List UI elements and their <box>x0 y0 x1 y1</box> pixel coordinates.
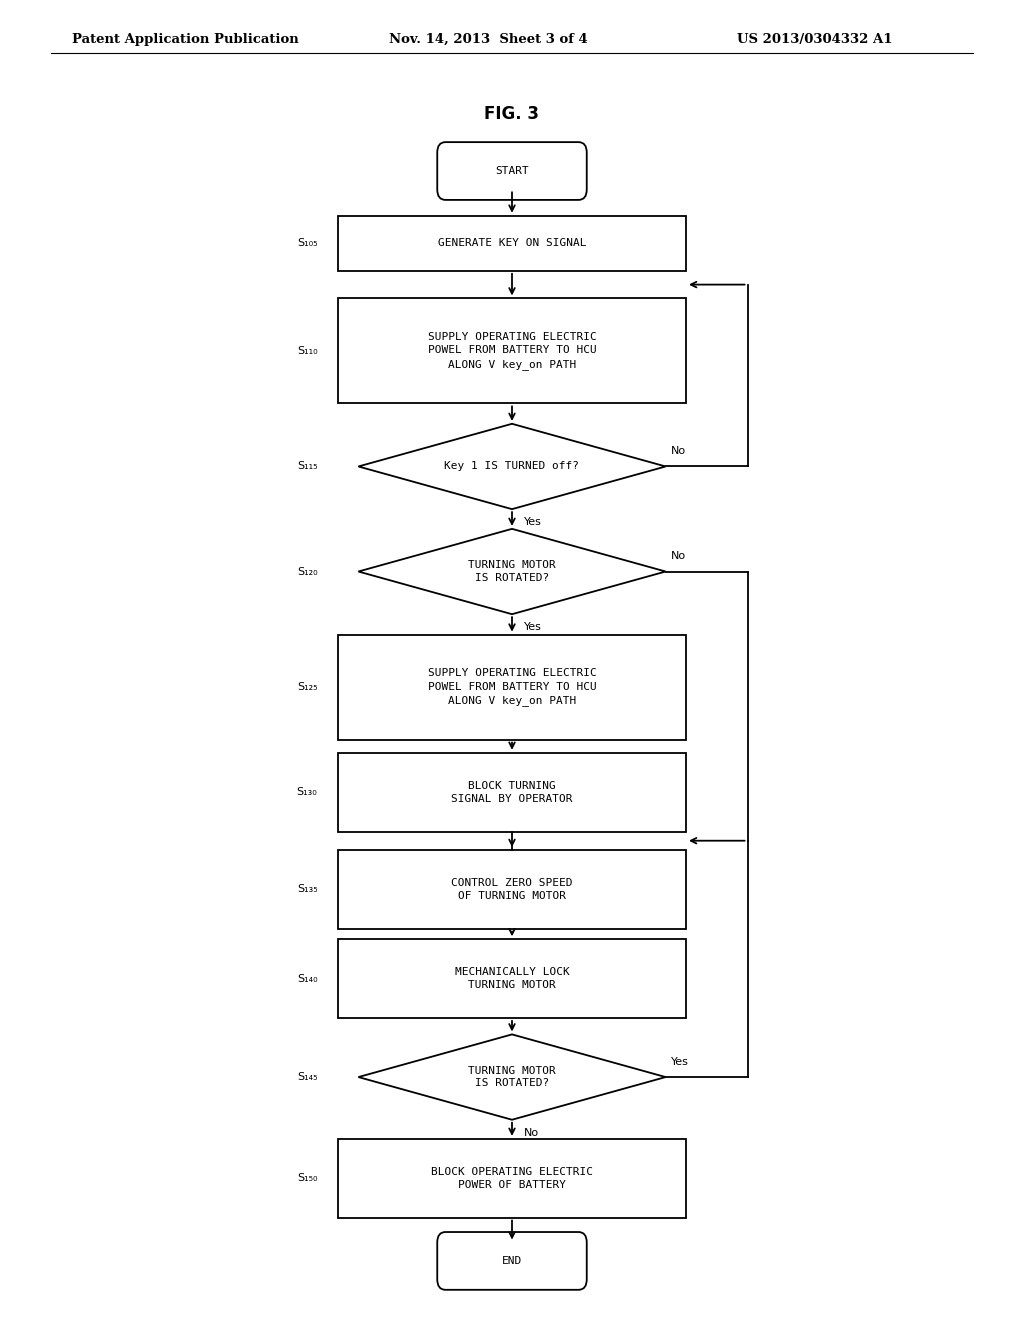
Text: GENERATE KEY ON SIGNAL: GENERATE KEY ON SIGNAL <box>437 238 587 248</box>
Text: S₁₂₅: S₁₂₅ <box>297 682 317 692</box>
Bar <box>338 298 686 404</box>
Polygon shape <box>358 424 666 510</box>
Bar <box>338 1139 686 1217</box>
Text: S₁₅₀: S₁₅₀ <box>297 1173 317 1183</box>
Bar <box>338 215 686 271</box>
Text: S₁₄₅: S₁₄₅ <box>297 1072 317 1082</box>
Text: S₁₁₅: S₁₁₅ <box>297 462 317 471</box>
Polygon shape <box>358 529 666 614</box>
Text: S₁₀₅: S₁₀₅ <box>297 238 317 248</box>
Text: END: END <box>502 1255 522 1266</box>
Text: US 2013/0304332 A1: US 2013/0304332 A1 <box>737 33 893 46</box>
Bar <box>338 940 686 1018</box>
Bar <box>338 635 686 739</box>
Bar <box>338 752 686 832</box>
Text: No: No <box>524 1127 540 1138</box>
Text: S₁₁₀: S₁₁₀ <box>297 346 317 356</box>
Text: S₁₃₀: S₁₃₀ <box>297 787 317 797</box>
Text: S₁₃₅: S₁₃₅ <box>297 884 317 894</box>
Text: MECHANICALLY LOCK
TURNING MOTOR: MECHANICALLY LOCK TURNING MOTOR <box>455 968 569 990</box>
Text: FIG. 3: FIG. 3 <box>484 106 540 123</box>
Text: BLOCK TURNING
SIGNAL BY OPERATOR: BLOCK TURNING SIGNAL BY OPERATOR <box>452 780 572 804</box>
Text: START: START <box>496 166 528 176</box>
Text: SUPPLY OPERATING ELECTRIC
POWEL FROM BATTERY TO HCU
ALONG V key_on PATH: SUPPLY OPERATING ELECTRIC POWEL FROM BAT… <box>428 668 596 706</box>
Text: CONTROL ZERO SPEED
OF TURNING MOTOR: CONTROL ZERO SPEED OF TURNING MOTOR <box>452 878 572 900</box>
Text: S₁₂₀: S₁₂₀ <box>297 566 317 577</box>
Text: S₁₄₀: S₁₄₀ <box>297 974 317 983</box>
Text: No: No <box>671 446 686 455</box>
Text: Yes: Yes <box>524 622 542 632</box>
FancyBboxPatch shape <box>437 1232 587 1290</box>
Text: SUPPLY OPERATING ELECTRIC
POWEL FROM BATTERY TO HCU
ALONG V key_on PATH: SUPPLY OPERATING ELECTRIC POWEL FROM BAT… <box>428 333 596 370</box>
Text: Patent Application Publication: Patent Application Publication <box>72 33 298 46</box>
Polygon shape <box>358 1035 666 1119</box>
Text: BLOCK OPERATING ELECTRIC
POWER OF BATTERY: BLOCK OPERATING ELECTRIC POWER OF BATTER… <box>431 1167 593 1189</box>
Text: TURNING MOTOR
IS ROTATED?: TURNING MOTOR IS ROTATED? <box>468 560 556 582</box>
Bar <box>338 850 686 929</box>
FancyBboxPatch shape <box>437 143 587 199</box>
Text: Nov. 14, 2013  Sheet 3 of 4: Nov. 14, 2013 Sheet 3 of 4 <box>389 33 588 46</box>
Text: Yes: Yes <box>671 1056 688 1067</box>
Text: Yes: Yes <box>524 517 542 527</box>
Text: No: No <box>671 550 686 561</box>
Text: Key 1 IS TURNED off?: Key 1 IS TURNED off? <box>444 462 580 471</box>
Text: TURNING MOTOR
IS ROTATED?: TURNING MOTOR IS ROTATED? <box>468 1065 556 1088</box>
